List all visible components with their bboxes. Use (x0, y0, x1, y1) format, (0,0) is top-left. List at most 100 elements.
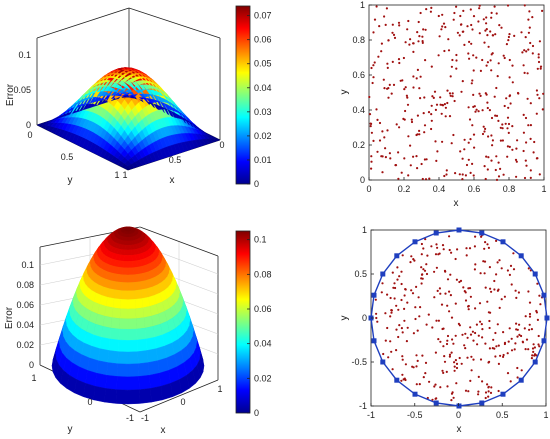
scatter-point (438, 252, 441, 255)
scatter-point (446, 304, 449, 307)
scatter-point (410, 120, 414, 124)
scatter-point (382, 352, 385, 356)
scatter-point (487, 45, 490, 48)
scatter-point (515, 322, 518, 325)
scatter-point (423, 131, 426, 134)
scatter-point (415, 285, 418, 288)
scatter-point (423, 269, 427, 272)
surface-patch (131, 254, 137, 262)
scatter-point (486, 106, 489, 110)
scatter-point (444, 26, 447, 29)
scatter-point (403, 319, 406, 322)
scatter-point (478, 32, 481, 35)
scatter-point (400, 327, 403, 330)
scatter-point (521, 341, 525, 344)
scatter-point (446, 278, 450, 281)
surface-patch (125, 240, 129, 246)
scatter-point (541, 108, 544, 111)
surface-patch (101, 326, 112, 340)
scatter-point (478, 4, 481, 7)
scatter-point (527, 48, 530, 51)
scatter-point (507, 106, 510, 109)
scatter-point (477, 375, 480, 378)
scatter-point (448, 92, 452, 95)
scatter-point (437, 14, 440, 18)
scatter-point (506, 352, 509, 355)
scatter-point (509, 102, 512, 105)
y-tick-1-1: 0.5 (61, 152, 74, 162)
scatter-point (473, 105, 476, 108)
scatter-point (502, 353, 505, 357)
scatter-point (466, 336, 469, 339)
scatter-point (531, 52, 534, 55)
scatter-point (450, 392, 454, 395)
scatter-point (411, 292, 415, 295)
scatter-point (415, 133, 418, 137)
scatter-point (390, 309, 393, 312)
scatter-point (527, 267, 530, 270)
scatter-point (484, 92, 487, 95)
scatter-point (430, 119, 433, 122)
surface-patch (127, 376, 140, 391)
scatter-point (477, 334, 480, 337)
scatter-point (396, 278, 399, 281)
scatter-point (473, 268, 476, 271)
scatter-point (435, 266, 438, 269)
x-tick-1-1: 0.5 (169, 155, 182, 165)
scatter-point (484, 286, 487, 289)
scatter-point (439, 386, 442, 389)
scatter-point (415, 354, 418, 357)
scatter-point (372, 139, 375, 142)
scatter-point (463, 138, 466, 141)
surface-patch (116, 376, 129, 391)
scatter-point (470, 23, 473, 27)
scatter-point (512, 252, 515, 255)
scatter-point (472, 93, 475, 96)
scatter-point (416, 68, 419, 71)
scatter-point (415, 155, 418, 158)
scatter-point (536, 93, 539, 96)
scatter-point (387, 356, 390, 359)
scatter-point (489, 391, 493, 394)
scatter-point (483, 272, 486, 275)
scatter-point (475, 56, 478, 59)
boundary-point (518, 253, 524, 259)
scatter-point (373, 18, 377, 21)
scatter-point (464, 389, 468, 392)
scatter-point (375, 316, 378, 320)
scatter-point (486, 300, 489, 303)
scatter-point (499, 126, 502, 129)
scatter-point (472, 358, 475, 361)
scatter-point (427, 313, 430, 316)
scatter-point (466, 25, 469, 28)
scatter-point (450, 251, 453, 254)
surface-patch (121, 274, 129, 283)
scatter-point (507, 131, 510, 134)
scatter-point (515, 147, 518, 150)
scatter-point (395, 304, 398, 307)
scatter-point (486, 243, 489, 246)
boundary-point (394, 253, 400, 259)
scatter-point (500, 267, 503, 270)
scatter-point (418, 315, 421, 318)
boundary-point (532, 271, 538, 277)
scatter-point (529, 102, 532, 105)
scatter-point (455, 382, 458, 385)
scatter-point (430, 6, 433, 9)
scatter-point (472, 133, 476, 136)
boundary-point (532, 359, 538, 365)
scatter-point (429, 10, 432, 13)
boundary-point (412, 391, 418, 397)
colorbar-1: 0 0.01 0.02 0.03 0.04 0.05 0.06 0.07 (235, 5, 272, 189)
scatter-point (442, 248, 445, 251)
surface-patch (127, 389, 141, 405)
scatter-point (511, 125, 514, 128)
surface-patch (122, 267, 129, 276)
scatter-point (448, 355, 451, 358)
scatter-point (421, 35, 424, 38)
scatter-point (442, 327, 445, 330)
scatter-point (508, 94, 512, 97)
scatter-point (494, 114, 497, 117)
scatter-point (378, 121, 382, 125)
surface-patch (132, 260, 138, 268)
